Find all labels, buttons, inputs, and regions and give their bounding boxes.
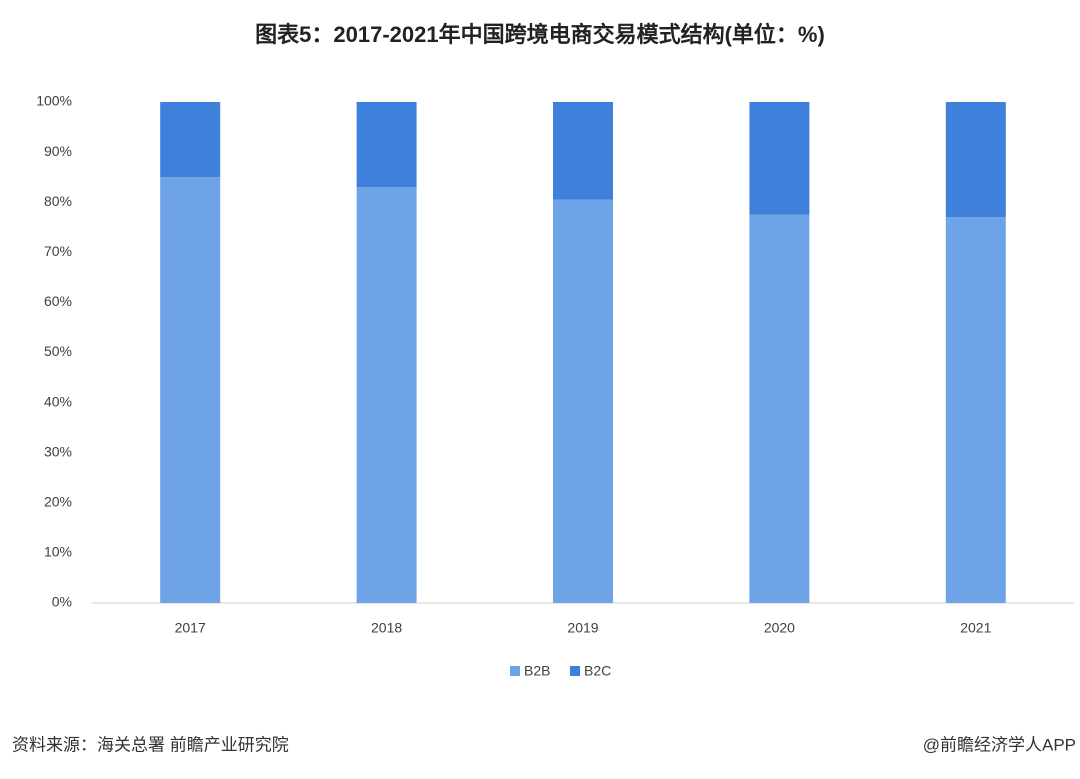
bar-segment [749,102,810,215]
y-tick-label: 0% [52,594,72,610]
y-tick-label: 100% [36,93,72,109]
credit: @前瞻经济学人APP [923,735,1076,754]
source: 资料来源：海关总署 前瞻产业研究院 [12,735,289,754]
y-tick-label: 60% [44,293,72,309]
legend-label: B2C [584,663,611,679]
bar-segment [356,187,417,604]
y-tick-label: 80% [44,193,72,209]
bar-segment [160,177,221,603]
legend-swatch [570,666,580,676]
x-tick-label: 2018 [371,620,402,636]
bar-segment [553,102,613,200]
legend-label: B2B [524,663,550,679]
y-tick-label: 90% [44,143,72,159]
bar-segment [356,102,417,188]
x-tick-label: 2017 [175,620,206,636]
y-tick-label: 30% [44,443,72,459]
x-tick-label: 2021 [960,620,991,636]
legend-swatch [510,666,520,676]
y-tick-label: 40% [44,393,72,409]
x-tick-label: 2019 [567,620,598,636]
y-tick-label: 70% [44,243,72,259]
bar-segment [749,214,810,603]
bar-segment [160,102,221,178]
y-tick-label: 10% [44,544,72,560]
y-tick-label: 20% [44,494,72,510]
y-tick-label: 50% [44,343,72,359]
chart-title: 图表5：2017-2021年中国跨境电商交易模式结构(单位：%) [255,22,825,47]
bar-segment [945,102,1006,218]
bar-segment [945,217,1006,604]
x-tick-label: 2020 [764,620,795,636]
bar-segment [553,199,613,603]
